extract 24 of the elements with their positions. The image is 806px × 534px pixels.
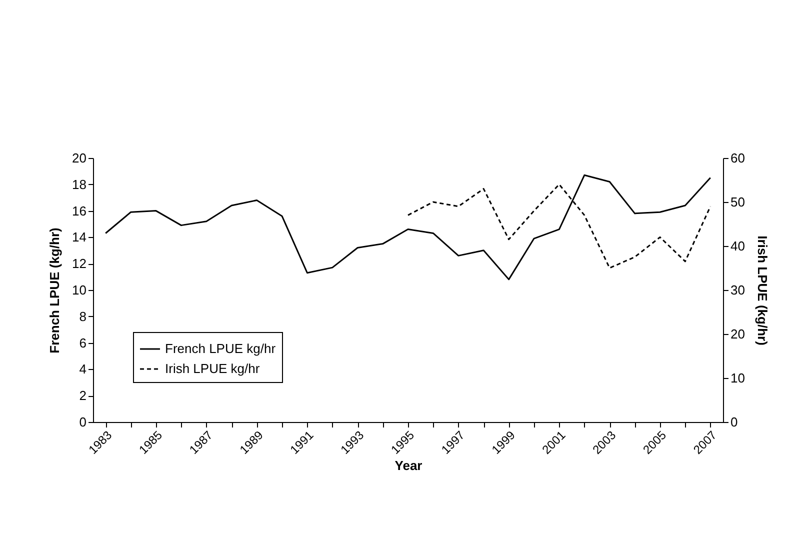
y-tick-label: 10 — [72, 282, 86, 298]
y-tick-label: 2 — [79, 388, 86, 404]
y-tick-label: 8 — [79, 308, 86, 324]
y2-tick-label: 30 — [730, 282, 745, 298]
y-axis-title: French LPUE (kg/hr) — [47, 228, 62, 354]
y-tick-label: 14 — [72, 230, 86, 245]
y-tick-label: 6 — [79, 335, 86, 350]
y-tick-label: 0 — [79, 414, 86, 430]
y-tick-label: 18 — [72, 176, 86, 192]
y2-tick-label: 60 — [730, 150, 745, 166]
line-series — [104, 174, 712, 280]
y2-tick-label: 50 — [730, 194, 745, 210]
y2-axis-title: Irish LPUE (kg/hr) — [754, 236, 770, 346]
legend-label: French LPUE kg/hr — [165, 341, 276, 356]
y2-tick-label: 10 — [730, 370, 745, 386]
y-tick-label: 4 — [79, 362, 86, 377]
y-tick-label: 16 — [72, 203, 86, 218]
y2-tick-label: 0 — [730, 414, 738, 430]
y2-tick-label: 20 — [730, 326, 745, 342]
y-tick-label: 20 — [72, 150, 86, 166]
y-tick-label: 12 — [72, 256, 86, 272]
legend-label: Irish LPUE kg/hr — [165, 361, 260, 376]
x-axis-title: Year — [394, 458, 422, 474]
y2-tick-label: 40 — [730, 238, 745, 254]
